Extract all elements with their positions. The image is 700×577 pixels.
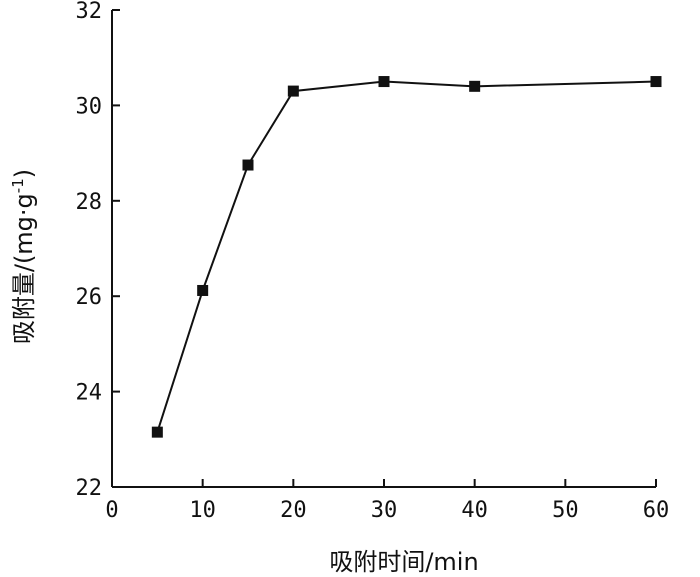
x-ticks: 0 10 20 30 40 50 60 (105, 479, 669, 523)
x-tick-label: 50 (552, 498, 579, 523)
data-point-marker (469, 80, 481, 92)
y-axis-label-superscript: -1 (9, 178, 27, 193)
x-tick-label: 40 (461, 498, 488, 523)
data-point-marker (242, 159, 254, 171)
x-axis-label: 吸附时间/min (329, 548, 478, 576)
x-tick-label: 10 (189, 498, 216, 523)
x-tick-label: 60 (643, 498, 670, 523)
data-point-marker (650, 76, 662, 88)
data-point-marker (197, 284, 209, 296)
y-tick-label: 32 (76, 0, 103, 24)
x-tick-label: 30 (371, 498, 398, 523)
y-axis-label-main: 吸附量/(mg·g (10, 193, 38, 344)
x-tick-label: 0 (105, 498, 118, 523)
y-tick-label: 30 (76, 94, 103, 119)
y-tick-label: 26 (76, 285, 103, 310)
y-axis-label-close: ) (10, 169, 38, 178)
series-line (156, 80, 657, 433)
data-point-marker (287, 85, 299, 97)
y-tick-label: 28 (76, 190, 103, 215)
x-tick-label: 20 (280, 498, 307, 523)
y-axis-label: 吸附量/(mg·g-1) (9, 169, 38, 344)
data-point-marker (378, 76, 390, 88)
data-series (151, 76, 662, 438)
y-tick-label: 22 (76, 476, 103, 501)
data-point-marker (151, 426, 163, 438)
y-ticks: 22 24 26 28 30 32 (76, 0, 120, 501)
y-tick-label: 24 (76, 381, 103, 406)
